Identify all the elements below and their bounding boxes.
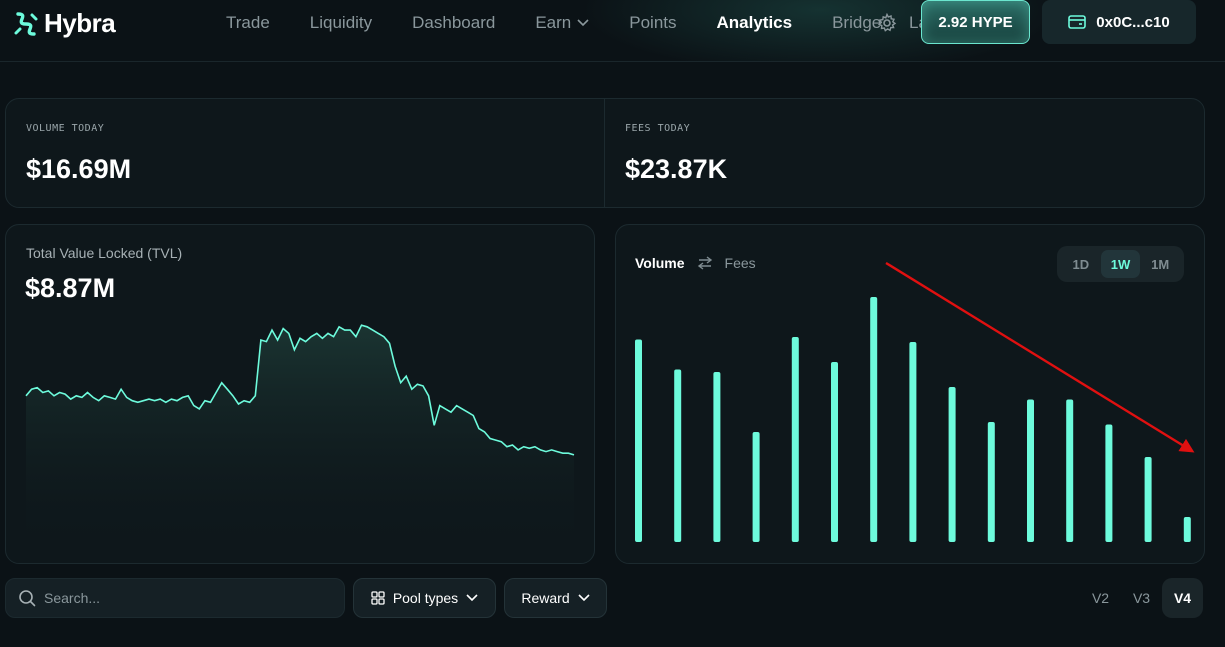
volume-bar[interactable] (1105, 424, 1113, 543)
pool-types-label: Pool types (392, 590, 459, 606)
nav-item-points[interactable]: Points (629, 13, 677, 32)
top-nav-bar: Hybra Trade Liquidity Dashboard Earn Poi… (0, 0, 1225, 62)
volume-bar[interactable] (987, 422, 995, 542)
tvl-value: $8.87M (25, 273, 116, 303)
nav-item-earn[interactable]: Earn (535, 13, 589, 33)
volume-bar[interactable] (752, 432, 760, 542)
pool-types-dropdown[interactable]: Pool types (353, 578, 496, 618)
volume-bar-chart (635, 261, 1195, 543)
search-icon (19, 590, 36, 607)
version-v3[interactable]: V3 (1132, 590, 1151, 606)
nav-item-earn-label: Earn (535, 13, 572, 32)
tvl-area-chart (25, 324, 575, 555)
version-v2[interactable]: V2 (1091, 590, 1110, 606)
volume-bar[interactable] (948, 387, 956, 542)
volume-bar[interactable] (1183, 517, 1191, 542)
volume-bar[interactable] (674, 369, 682, 543)
wallet-address: 0x0C...c10 (1096, 13, 1170, 31)
volume-bar[interactable] (635, 339, 642, 543)
fees-today-stat: FEES TODAY $23.87K (625, 123, 727, 185)
time-range-selector: 1D 1W 1M (1057, 246, 1184, 282)
tvl-area-fill (26, 325, 574, 555)
volume-bar[interactable] (1144, 457, 1152, 542)
volume-today-label: VOLUME TODAY (26, 123, 105, 134)
search-field[interactable] (5, 578, 345, 618)
toggle-volume[interactable]: Volume (635, 255, 685, 271)
tvl-line (25, 324, 575, 456)
reward-dropdown[interactable]: Reward (504, 578, 607, 618)
brand-name: Hybra (44, 8, 116, 38)
stats-divider (604, 99, 605, 207)
volume-bar[interactable] (1027, 399, 1034, 543)
version-v4[interactable]: V4 (1162, 578, 1203, 618)
balance-button[interactable]: 2.92 HYPE (921, 0, 1030, 44)
fees-today-label: FEES TODAY (625, 123, 691, 134)
wallet-icon (1068, 15, 1087, 29)
volume-today-stat: VOLUME TODAY $16.69M (26, 123, 131, 185)
wallet-button[interactable]: 0x0C...c10 (1042, 0, 1196, 44)
chevron-down-icon (577, 19, 589, 27)
volume-chart-card: Volume Fees 1D 1W 1M (615, 224, 1205, 564)
nav-item-dashboard[interactable]: Dashboard (412, 13, 496, 32)
tvl-label: Total Value Locked (TVL) (26, 245, 183, 261)
volume-bar[interactable] (791, 337, 799, 542)
chevron-down-icon (578, 594, 590, 602)
brand-logo[interactable]: Hybra (12, 8, 116, 39)
grid-icon (371, 591, 385, 605)
version-selector: V2 V3 V4 (1080, 578, 1203, 618)
range-1m[interactable]: 1M (1151, 256, 1170, 272)
volume-bar[interactable] (1066, 399, 1074, 543)
fees-today-value: $23.87K (625, 154, 728, 184)
nav-item-bridge[interactable]: Bridge (832, 13, 882, 32)
toggle-fees[interactable]: Fees (724, 255, 756, 271)
hybra-logo-icon (14, 11, 38, 36)
volume-fees-toggle[interactable]: Volume Fees (635, 255, 756, 271)
chevron-down-icon (466, 594, 478, 602)
gear-icon[interactable] (877, 13, 897, 33)
range-1d[interactable]: 1D (1072, 256, 1090, 272)
trend-arrow-annotation (885, 261, 1195, 453)
volume-bar[interactable] (909, 342, 917, 542)
nav-item-analytics[interactable]: Analytics (716, 13, 793, 32)
volume-bar[interactable] (870, 297, 878, 542)
nav-item-liquidity[interactable]: Liquidity (309, 13, 373, 32)
today-stats-card: VOLUME TODAY $16.69M FEES TODAY $23.87K (5, 98, 1205, 208)
search-input[interactable] (44, 590, 324, 606)
volume-today-value: $16.69M (26, 154, 132, 184)
nav-item-trade[interactable]: Trade (226, 13, 270, 32)
reward-label: Reward (521, 590, 570, 606)
tvl-card: Total Value Locked (TVL) $8.87M (5, 224, 595, 564)
volume-bar[interactable] (713, 372, 721, 542)
swap-arrows-icon[interactable] (697, 256, 713, 270)
main-nav: Trade Liquidity Dashboard Earn Points An… (226, 13, 921, 33)
range-1w[interactable]: 1W (1100, 250, 1141, 278)
volume-bar[interactable] (831, 362, 838, 542)
